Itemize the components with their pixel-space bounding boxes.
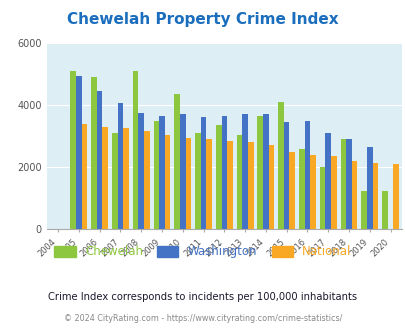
Bar [324,133,330,229]
Bar [195,133,200,229]
Bar [283,122,289,229]
Bar [81,124,87,229]
Bar [392,164,398,229]
Bar [309,155,315,229]
Bar [304,120,309,229]
Bar [123,128,128,229]
Bar [242,115,247,229]
Bar [91,77,97,229]
Bar [112,133,117,229]
Bar [144,131,149,229]
Bar [76,76,81,229]
Bar [132,71,138,229]
Bar [153,120,159,229]
Bar [262,115,268,229]
Bar [366,147,372,229]
Bar [236,135,242,229]
Bar [247,142,253,229]
Bar [185,138,191,229]
Bar [319,167,324,229]
Bar [257,116,262,229]
Bar [268,146,274,229]
Bar [206,139,211,229]
Bar [340,139,345,229]
Bar [381,190,387,229]
Bar [215,125,221,229]
Bar [159,116,164,229]
Bar [345,139,351,229]
Legend: Chewelah, Washington, National: Chewelah, Washington, National [49,241,356,263]
Bar [117,104,123,229]
Bar [138,113,144,229]
Bar [179,115,185,229]
Bar [372,163,377,229]
Bar [289,152,294,229]
Bar [351,161,356,229]
Bar [70,71,76,229]
Bar [102,127,108,229]
Text: Chewelah Property Crime Index: Chewelah Property Crime Index [67,12,338,26]
Bar [330,156,336,229]
Bar [200,117,206,229]
Text: Crime Index corresponds to incidents per 100,000 inhabitants: Crime Index corresponds to incidents per… [48,292,357,302]
Bar [298,148,304,229]
Bar [360,190,366,229]
Bar [277,102,283,229]
Bar [97,91,102,229]
Bar [164,135,170,229]
Bar [174,94,179,229]
Bar [221,116,226,229]
Text: © 2024 CityRating.com - https://www.cityrating.com/crime-statistics/: © 2024 CityRating.com - https://www.city… [64,314,341,323]
Bar [226,141,232,229]
